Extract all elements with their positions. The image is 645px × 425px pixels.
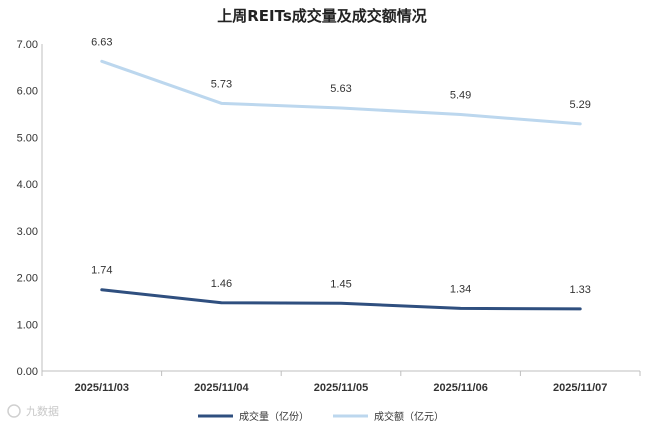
data-label: 5.49 bbox=[450, 90, 471, 102]
y-tick-label: 5.00 bbox=[17, 132, 38, 144]
data-label: 1.74 bbox=[91, 265, 112, 277]
data-label: 1.34 bbox=[450, 283, 471, 295]
y-axis-ticks: 0.00 1.00 2.00 3.00 4.00 5.00 6.00 7.00 bbox=[17, 39, 38, 378]
data-label: 1.45 bbox=[330, 278, 351, 290]
x-tick-label: 2025/11/06 bbox=[433, 382, 487, 394]
legend: 成交量（亿份） 成交额（亿元） bbox=[198, 410, 444, 423]
x-tick-label: 2025/11/04 bbox=[194, 382, 249, 394]
watermark-logo-icon bbox=[7, 404, 21, 418]
data-label: 6.63 bbox=[91, 36, 112, 48]
y-tick-label: 6.00 bbox=[17, 86, 38, 98]
data-labels: 1.74 1.46 1.45 1.34 1.33 6.63 5.73 5.63 5.49 5.29 bbox=[91, 36, 591, 296]
data-label: 1.33 bbox=[569, 284, 590, 296]
legend-label-volume: 成交量（亿份） bbox=[239, 410, 309, 423]
series-line-0 bbox=[100, 288, 582, 311]
data-label: 5.63 bbox=[330, 83, 351, 95]
watermark: 九数据 bbox=[7, 404, 59, 418]
data-label: 5.29 bbox=[569, 99, 590, 111]
x-tick-label: 2025/11/05 bbox=[314, 382, 368, 394]
y-tick-label: 3.00 bbox=[17, 226, 38, 238]
y-tick-label: 2.00 bbox=[17, 273, 38, 285]
x-axis-ticks: 2025/11/03 2025/11/04 2025/11/05 2025/11/06… bbox=[41, 371, 641, 394]
series-line-1 bbox=[100, 59, 582, 126]
x-tick-label: 2025/11/03 bbox=[75, 382, 129, 394]
legend-label-turnover: 成交额（亿元） bbox=[374, 410, 444, 423]
y-tick-label: 4.00 bbox=[17, 179, 38, 191]
series-lines bbox=[100, 59, 582, 311]
y-tick-label: 0.00 bbox=[17, 366, 38, 378]
data-label: 1.46 bbox=[211, 278, 232, 290]
y-tick-label: 7.00 bbox=[17, 39, 38, 51]
x-tick-label: 2025/11/07 bbox=[553, 382, 607, 394]
y-tick-label: 1.00 bbox=[17, 319, 38, 331]
watermark-text: 九数据 bbox=[26, 404, 59, 418]
data-label: 5.73 bbox=[211, 78, 232, 90]
chart-title: 上周REITs成交量及成交额情况 bbox=[217, 7, 427, 25]
